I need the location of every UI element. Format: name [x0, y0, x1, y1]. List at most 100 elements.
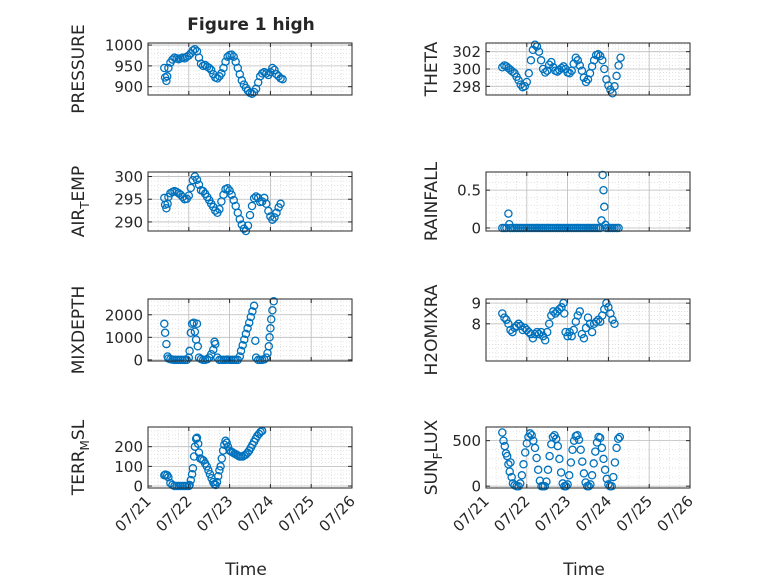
data-point [185, 346, 194, 356]
y-axis-label-subscript: T [78, 201, 92, 210]
data-point [187, 319, 197, 329]
data-point [256, 427, 265, 437]
data-point [268, 306, 277, 315]
data-point [215, 204, 224, 214]
data-point [498, 428, 507, 437]
data-point [579, 334, 589, 343]
data-point [247, 89, 257, 99]
data-point [229, 195, 238, 205]
x-axis-label: Time [562, 560, 605, 580]
data-point [504, 209, 513, 218]
data-point [579, 73, 589, 82]
data-point [519, 460, 528, 469]
data-point [194, 448, 204, 457]
data-point [243, 324, 252, 333]
data-point [266, 324, 275, 333]
data-point [520, 448, 530, 457]
data-point [573, 311, 583, 320]
y-tick-label: 300 [452, 61, 481, 79]
y-axis-label: RAINFALL [422, 161, 442, 241]
data-point [186, 328, 196, 338]
data-point [591, 317, 601, 326]
y-axis-label-tail: EMP [69, 166, 89, 202]
data-point [205, 469, 215, 479]
data-point [217, 454, 227, 463]
data-point [534, 47, 544, 56]
axes-box [147, 42, 353, 96]
data-point [544, 319, 554, 329]
data-point [202, 462, 212, 471]
data-point [498, 309, 507, 318]
data-point [576, 445, 585, 455]
y-axis-label: SUNFLUX [422, 419, 445, 495]
data-point [542, 327, 552, 337]
data-point [500, 313, 509, 322]
data-point [237, 220, 247, 229]
data-point [571, 53, 581, 62]
data-point [564, 471, 574, 480]
data-point [190, 44, 200, 54]
y-axis-label: TERRMSL [69, 419, 92, 496]
data-point [270, 213, 279, 222]
data-point [517, 471, 527, 480]
data-point [597, 443, 607, 453]
y-tick-label: 0 [471, 219, 481, 237]
data-point [508, 327, 517, 337]
y-tick-label: 0.5 [457, 182, 481, 200]
data-point [168, 55, 177, 64]
data-point [598, 170, 607, 180]
data-point [505, 467, 514, 476]
y-tick-label: 1000 [105, 329, 143, 347]
data-series [498, 298, 619, 345]
data-point [507, 472, 516, 482]
y-axis-label-subscript: M [78, 440, 92, 450]
data-point [581, 77, 591, 87]
data-point [534, 329, 544, 339]
data-point [240, 335, 249, 344]
data-point [184, 481, 194, 491]
data-point [553, 441, 563, 451]
y-axis-label-main: AIR [69, 209, 89, 238]
y-axis-label-main: THETA [422, 41, 442, 97]
data-point [223, 184, 232, 193]
data-point [270, 65, 279, 75]
data-point [246, 312, 256, 322]
data-point [589, 56, 599, 65]
data-point [587, 327, 597, 337]
data-point [221, 57, 230, 66]
y-axis-label-main: PRESSURE [69, 24, 89, 113]
data-point [268, 63, 277, 73]
y-axis-label-main: MIXDEPTH [69, 286, 89, 375]
data-point [610, 82, 619, 91]
data-point [587, 471, 597, 480]
data-point [227, 190, 236, 199]
data-point [247, 201, 257, 211]
data-point [614, 61, 623, 70]
data-series [498, 428, 625, 491]
data-point [211, 339, 220, 349]
data-point [604, 81, 613, 90]
data-point [188, 464, 198, 473]
data-point [215, 466, 224, 475]
data-point [600, 202, 609, 212]
y-tick-label: 0 [133, 478, 143, 496]
data-point [257, 69, 267, 78]
data-point [574, 435, 584, 444]
y-axis-label-main: RAINFALL [422, 161, 442, 241]
data-point [206, 65, 216, 75]
y-tick-label: 100 [114, 458, 143, 476]
data-series [160, 426, 267, 491]
data-point [612, 443, 621, 453]
data-point [514, 319, 523, 329]
data-point [575, 307, 585, 316]
data-point [530, 40, 540, 49]
data-point [194, 180, 204, 189]
data-point [241, 329, 251, 339]
data-point [251, 336, 260, 345]
data-point [227, 50, 236, 59]
data-point [506, 458, 515, 467]
data-point [502, 315, 511, 324]
data-point [560, 309, 569, 318]
data-point [238, 340, 247, 350]
data-point [229, 52, 238, 61]
